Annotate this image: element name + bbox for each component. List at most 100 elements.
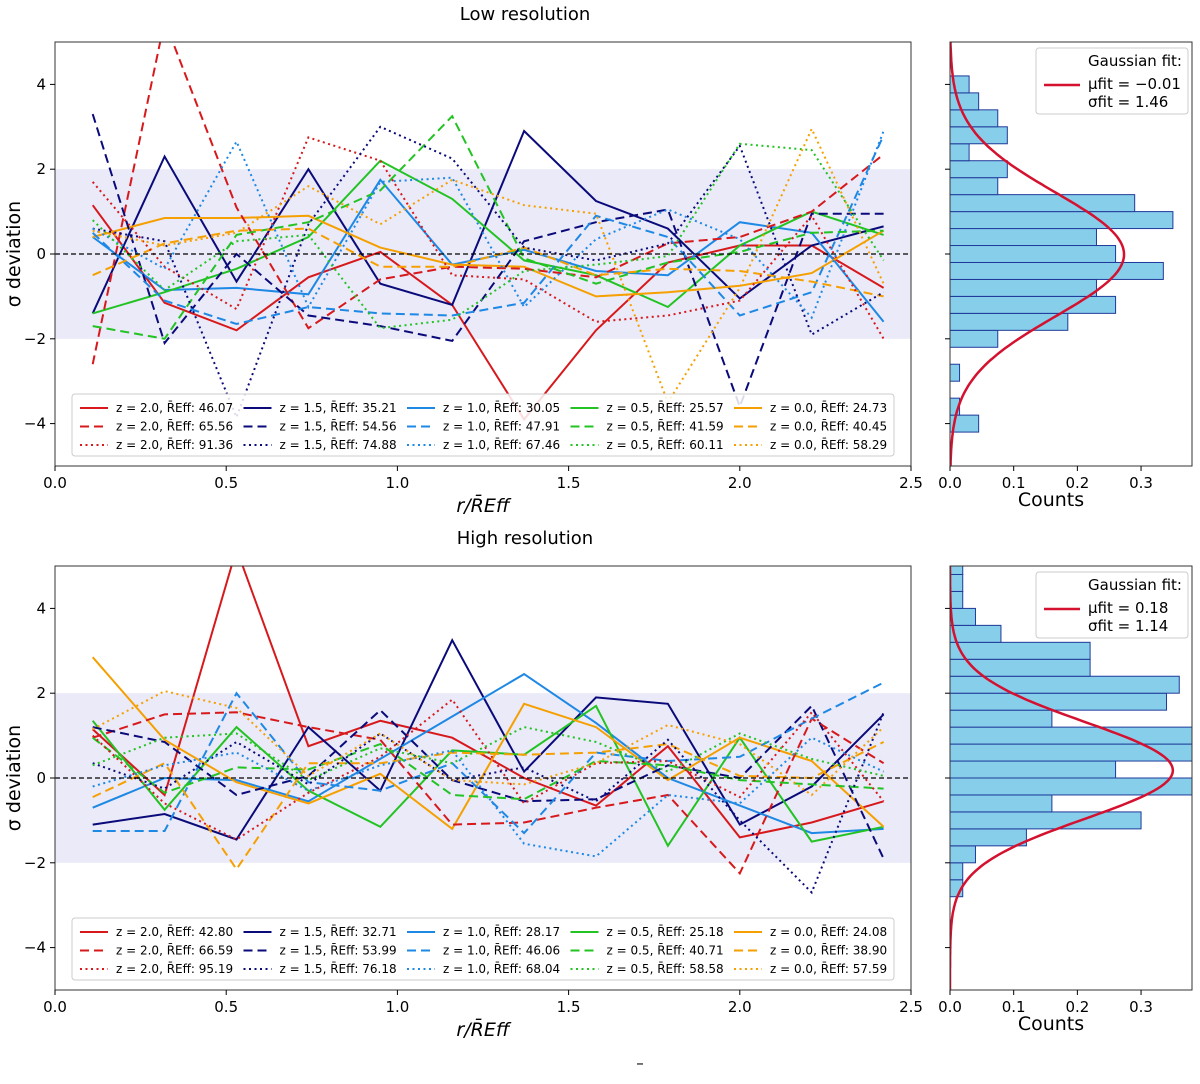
legend-label: z = 0.0, R̄Eff: 24.08 xyxy=(770,925,887,939)
x-tick-label: 2.0 xyxy=(728,998,752,1016)
legend-label: z = 1.5, R̄Eff: 74.88 xyxy=(280,438,397,452)
legend-label: z = 0.5, R̄Eff: 25.57 xyxy=(607,401,724,415)
hist-x-axis-label: Counts xyxy=(1018,1013,1084,1035)
y-tick-label: −4 xyxy=(24,415,46,433)
legend-label: z = 0.5, R̄Eff: 58.58 xyxy=(607,962,724,976)
footer-mark: – xyxy=(636,1054,644,1072)
y-tick-label: 4 xyxy=(36,75,46,93)
legend-label: z = 0.0, R̄Eff: 58.29 xyxy=(770,438,887,452)
histogram-bar xyxy=(950,211,1174,230)
hist-x-tick-label: 0.1 xyxy=(1002,474,1026,492)
histogram-bar xyxy=(950,245,1117,263)
histogram-bar xyxy=(950,295,1117,314)
histogram-bar xyxy=(950,641,1091,660)
gaussian-legend-title: Gaussian fit: xyxy=(1088,52,1182,70)
series-lines xyxy=(91,566,885,895)
histogram-bar xyxy=(950,811,1142,830)
histogram-bar xyxy=(950,692,1168,711)
histogram-bar xyxy=(950,109,999,128)
x-tick-label: 0.5 xyxy=(214,998,238,1016)
series-line xyxy=(92,130,885,320)
gaussian-sigma-label: σfit = 1.46 xyxy=(1088,93,1168,111)
histogram-bar xyxy=(950,143,970,162)
histogram-bar xyxy=(950,177,999,196)
series-line xyxy=(92,566,884,839)
hist-x-tick-label: 0.3 xyxy=(1129,474,1153,492)
histogram-bar xyxy=(950,312,1069,331)
histogram-bars xyxy=(950,566,1192,990)
hist-x-tick-label: 0.2 xyxy=(1065,998,1089,1016)
x-axis-label: r/R̄Eff xyxy=(456,1017,511,1041)
legend-label: z = 0.5, R̄Eff: 25.18 xyxy=(607,925,724,939)
legend-label: z = 0.5, R̄Eff: 40.71 xyxy=(607,943,724,957)
legend-label: z = 1.0, R̄Eff: 47.91 xyxy=(443,419,560,433)
legend-label: z = 1.5, R̄Eff: 54.56 xyxy=(280,419,397,433)
series-line xyxy=(92,114,884,340)
legend-label: z = 2.0, R̄Eff: 65.56 xyxy=(116,419,233,433)
legend-label: z = 1.5, R̄Eff: 53.99 xyxy=(280,943,397,957)
histogram-bar xyxy=(950,743,1192,762)
series-line xyxy=(92,159,884,315)
gaussian-legend-box xyxy=(1035,571,1189,639)
hist-x-tick-label: 0.1 xyxy=(1002,998,1026,1016)
legend-box xyxy=(71,393,895,457)
x-axis-label: r/R̄Eff xyxy=(456,493,511,517)
series-line xyxy=(91,204,885,422)
series-legend: z = 2.0, R̄Eff: 46.07 z = 1.5, R̄Eff: 35.… xyxy=(71,393,895,457)
y-tick-label: 0 xyxy=(36,769,46,787)
y-tick-label: −4 xyxy=(24,939,46,957)
histogram-bar xyxy=(950,709,1053,728)
series-line xyxy=(92,681,885,835)
y-tick-label: 0 xyxy=(36,245,46,263)
series-line xyxy=(92,126,885,405)
series-line xyxy=(91,129,884,314)
series-lines xyxy=(91,42,885,422)
histogram: 0.0 0.1 0.2 0.3 Counts Gaussian fit: μfit = 0.… xyxy=(938,565,1193,1035)
series-line xyxy=(92,638,885,841)
legend-label: z = 1.5, R̄Eff: 76.18 xyxy=(280,962,397,976)
legend-label: z = 2.0, R̄Eff: 95.19 xyxy=(116,962,233,976)
legend-label: z = 0.5, R̄Eff: 41.59 xyxy=(607,419,724,433)
gaussian-legend-box xyxy=(1035,47,1189,115)
histogram-bar xyxy=(950,414,980,433)
x-tick-label: 1.0 xyxy=(385,998,409,1016)
histogram-bar xyxy=(950,862,964,881)
histogram-bar xyxy=(950,194,1136,213)
histogram-bars xyxy=(950,42,1174,466)
series-line xyxy=(92,134,885,326)
series-line xyxy=(92,704,885,860)
series-line xyxy=(91,113,884,410)
legend-label: z = 2.0, R̄Eff: 46.07 xyxy=(116,401,233,415)
legend-label: z = 1.5, R̄Eff: 35.21 xyxy=(280,401,397,415)
gaussian-mu-label: μfit = −0.01 xyxy=(1088,75,1181,93)
legend-box xyxy=(71,917,895,981)
gaussian-curve xyxy=(950,566,1175,990)
histogram-bar xyxy=(950,160,1008,179)
gaussian-sigma-label: σfit = 1.14 xyxy=(1088,617,1168,635)
x-tick-label: 1.5 xyxy=(557,998,581,1016)
series-line xyxy=(92,227,884,298)
gaussian-mu-label: μfit = 0.18 xyxy=(1088,599,1168,617)
legend-label: z = 2.0, R̄Eff: 66.59 xyxy=(116,943,233,957)
y-tick-label: −2 xyxy=(24,854,46,872)
histogram-bar xyxy=(950,573,964,592)
panel-title: High resolution xyxy=(457,528,593,549)
hist-x-tick-label: 0.2 xyxy=(1065,474,1089,492)
panel-high-resolution: High resolution 0.0 0.5 1.0 1.5 2.0 2.5 −4 −2 0 2 4… xyxy=(3,528,1193,1041)
legend-label: z = 1.5, R̄Eff: 32.71 xyxy=(280,925,397,939)
x-tick-label: 1.0 xyxy=(385,474,409,492)
legend-label: z = 2.0, R̄Eff: 91.36 xyxy=(116,438,233,452)
histogram-bar xyxy=(950,278,1097,297)
series-line xyxy=(92,741,885,871)
series-line xyxy=(91,656,885,831)
legend-label: z = 0.0, R̄Eff: 57.59 xyxy=(770,962,887,976)
series-line xyxy=(91,42,885,365)
x-tick-label: 2.0 xyxy=(728,474,752,492)
x-tick-label: 2.5 xyxy=(899,474,923,492)
y-tick-label: 2 xyxy=(36,684,46,702)
series-line xyxy=(92,214,885,298)
histogram-bar xyxy=(950,794,1053,813)
